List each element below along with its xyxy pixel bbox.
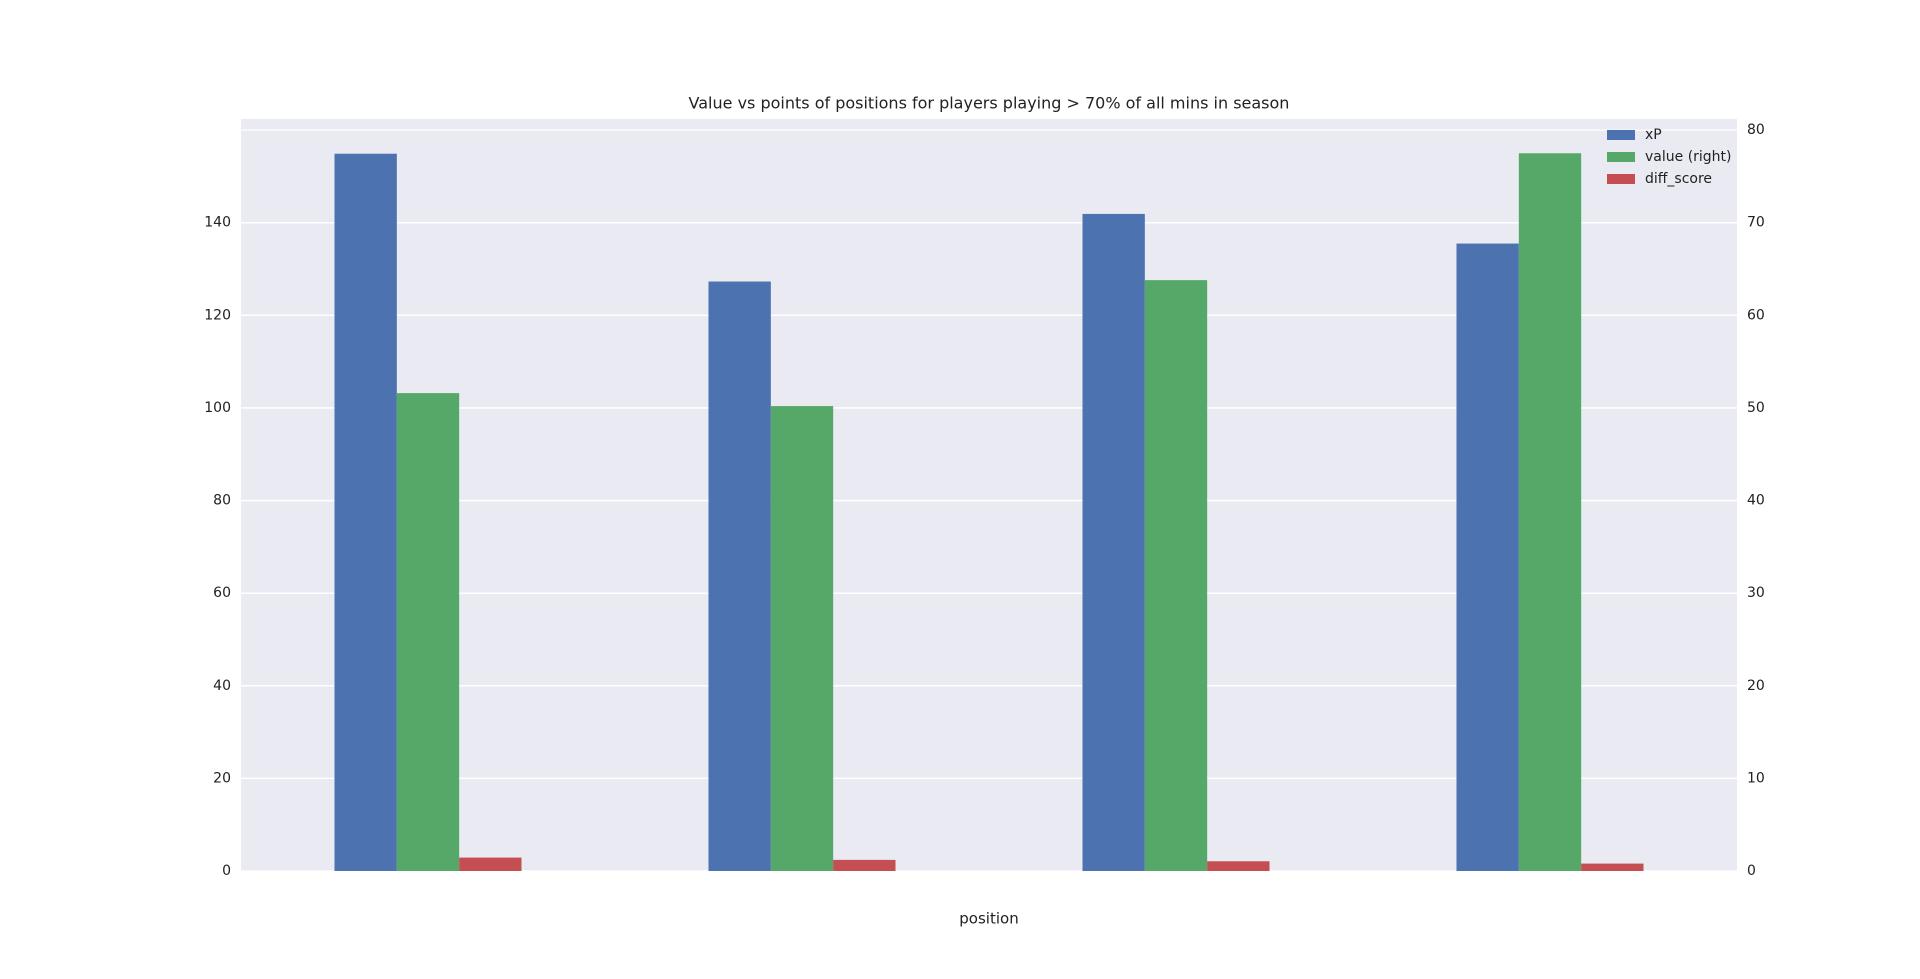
bar [833,859,896,871]
y-tick-label: 100 [204,400,231,416]
bar [334,153,397,871]
bar [1082,213,1145,872]
y-tick-label: 20 [213,770,231,786]
y2-tick-label: 60 [1747,307,1765,323]
bar [1144,280,1208,872]
legend-swatch [1607,130,1635,140]
legend-swatch [1607,152,1635,162]
bar [770,406,834,871]
bar [1518,153,1582,872]
y2-tick-label: 20 [1747,678,1765,694]
bar [1581,863,1644,871]
y2-tick-label: 50 [1747,400,1765,416]
y2-tick-label: 0 [1747,863,1756,879]
chart-title: Value vs points of positions for players… [689,94,1290,113]
y2-tick-label: 80 [1747,122,1765,138]
y-tick-label: 120 [204,307,231,323]
y-tick-label: 80 [213,493,231,509]
y-tick-label: 60 [213,585,231,601]
legend-label: diff_score [1645,171,1712,187]
y2-tick-label: 30 [1747,585,1765,601]
y-tick-label: 40 [213,678,231,694]
bar [1207,861,1270,871]
x-axis-label: position [959,910,1018,928]
y2-tick-label: 10 [1747,770,1765,786]
y2-tick-label: 40 [1747,493,1765,509]
bar [459,857,522,871]
y2-tick-label: 70 [1747,215,1765,231]
y-tick-label: 140 [204,215,231,231]
legend-swatch [1607,174,1635,184]
legend-label: value (right) [1645,149,1732,165]
bar [708,281,771,872]
y-tick-label: 0 [222,863,231,879]
bar [1456,243,1519,871]
bar [396,393,460,871]
legend-label: xP [1645,127,1662,143]
